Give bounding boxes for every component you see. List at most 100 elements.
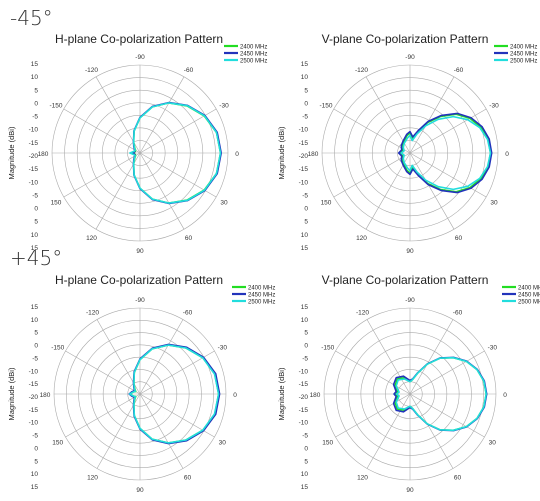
grid-spoke (366, 393, 411, 469)
radial-tick-label: 0 (34, 343, 38, 350)
angle-tick-label: -30 (488, 345, 498, 352)
angle-tick-label: 90 (136, 248, 144, 255)
radial-tick-label: -10 (29, 127, 39, 134)
grid-spoke (95, 76, 141, 154)
radial-tick-label: 5 (34, 330, 38, 337)
grid-spoke (63, 152, 141, 198)
chart-title: H-plane Co-polarization Pattern (54, 32, 224, 46)
radial-tick-label: 5 (304, 330, 308, 337)
polar-chart: -90-120-1501801501209060300-30-60151050-… (277, 45, 537, 256)
radial-tick-label: -10 (29, 179, 39, 186)
radial-tick-label: 5 (34, 87, 38, 94)
grid-spoke (409, 108, 487, 154)
radial-tick-label: -15 (29, 166, 39, 173)
radial-tick-label: -5 (32, 114, 38, 121)
section-label-plus45: +45° (10, 246, 63, 270)
radial-tick-label: 10 (301, 232, 309, 239)
radial-tick-label: -15 (299, 381, 309, 388)
y-axis-label: Magnitude (dBi) (277, 126, 286, 179)
radial-tick-label: 0 (34, 445, 38, 452)
angle-tick-label: 30 (489, 440, 497, 447)
radial-tick-label: -15 (299, 166, 309, 173)
radial-tick-label: -15 (29, 140, 39, 147)
grid-spoke (95, 152, 141, 230)
angle-tick-label: 150 (51, 200, 62, 207)
radial-tick-label: -20 (299, 394, 309, 401)
radial-tick-label: 5 (34, 458, 38, 465)
radial-tick-label: -5 (302, 355, 308, 362)
radial-tick-label: 10 (301, 317, 309, 324)
y-axis-label: Magnitude (dBi) (7, 126, 16, 179)
chart-title: V-plane Co-polarization Pattern (321, 273, 489, 287)
series-line-2500-mhz (400, 115, 492, 191)
radial-tick-label: 10 (31, 232, 39, 239)
radial-tick-label: -15 (29, 381, 39, 388)
angle-tick-label: 180 (40, 392, 51, 399)
series-line-2400-mhz (399, 113, 492, 193)
grid-spoke (409, 152, 455, 230)
angle-tick-label: -60 (453, 310, 463, 317)
grid-spoke (65, 350, 141, 395)
radial-tick-label: 15 (301, 484, 309, 491)
angle-tick-label: 60 (455, 235, 463, 242)
chart-title: H-plane Co-polarization Pattern (54, 273, 224, 287)
angle-tick-label: 30 (219, 440, 227, 447)
angle-tick-label: 120 (86, 235, 97, 242)
radial-tick-label: -15 (299, 407, 309, 414)
angle-tick-label: 0 (233, 392, 237, 399)
radial-tick-label: -10 (299, 127, 309, 134)
chart-panel-3: H-plane Co-polarization Pattern -90 -120 -… (0, 273, 275, 501)
radial-tick-label: 10 (31, 74, 39, 81)
legend-label: 2500 MHz (240, 59, 267, 65)
angle-tick-label: 0 (505, 151, 509, 158)
radial-tick-label: -5 (32, 192, 38, 199)
legend-label: 2450 MHz (240, 52, 267, 58)
radial-tick-label: 0 (304, 206, 308, 213)
angle-tick-label: 180 (38, 151, 49, 158)
legend-label: 2400 MHz (248, 286, 275, 292)
angle-tick-label: -90 (135, 54, 145, 61)
grid-spoke (139, 393, 184, 469)
angle-tick-label: -90 (405, 297, 415, 304)
chart-panel-4: V-plane Co-polarization Pattern -90 -120 -… (270, 273, 540, 501)
legend-label: 2450 MHz (518, 293, 540, 299)
radial-tick-label: -5 (32, 433, 38, 440)
angle-tick-label: -120 (356, 310, 369, 317)
radial-tick-label: 0 (34, 206, 38, 213)
chart-title: V-plane Co-polarization Pattern (321, 32, 489, 46)
radial-tick-label: -5 (302, 433, 308, 440)
grid-spoke (366, 319, 411, 395)
grid-spoke (409, 393, 454, 469)
radial-tick-label: 5 (34, 219, 38, 226)
radial-tick-label: 0 (304, 343, 308, 350)
legend-label: 2450 MHz (248, 293, 275, 299)
grid-spoke (65, 393, 141, 438)
angle-tick-label: 150 (52, 440, 63, 447)
grid-spoke (335, 350, 411, 395)
radial-tick-label: 5 (304, 219, 308, 226)
radial-tick-label: 0 (34, 100, 38, 107)
legend-label: 2400 MHz (240, 45, 267, 51)
angle-tick-label: -120 (355, 67, 368, 74)
angle-tick-label: 90 (136, 487, 144, 494)
grid-spoke (409, 152, 487, 198)
angle-tick-label: -150 (319, 103, 332, 110)
series-line-2500-mhz (129, 102, 222, 204)
angle-tick-label: -60 (454, 67, 464, 74)
radial-tick-label: 15 (31, 484, 39, 491)
legend-label: 2500 MHz (248, 300, 275, 306)
radial-tick-label: 5 (304, 87, 308, 94)
section-label-minus45: -45° (10, 6, 53, 30)
radial-tick-label: 15 (31, 245, 39, 252)
radial-tick-label: 15 (31, 61, 39, 68)
angle-tick-label: 90 (406, 248, 414, 255)
grid-spoke (409, 393, 485, 438)
grid-spoke (139, 319, 184, 395)
chart-panel-1: H-plane Co-polarization Pattern -90 -120 -… (0, 32, 270, 260)
y-axis-label: Magnitude (dBi) (277, 367, 286, 420)
grid-spoke (139, 76, 185, 154)
grid-spoke (63, 108, 141, 154)
legend-label: 2400 MHz (518, 286, 540, 292)
legend-label: 2450 MHz (510, 52, 537, 58)
series-line-2450-mhz (397, 112, 493, 194)
